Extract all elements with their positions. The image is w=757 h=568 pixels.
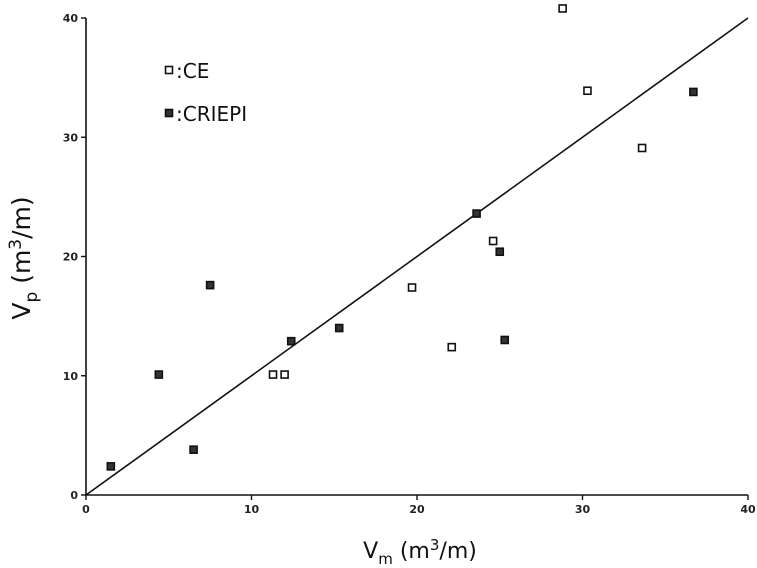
criepi-point xyxy=(189,445,198,454)
criepi-point xyxy=(205,280,215,290)
y-axis-label: Vp (m3/m) xyxy=(6,196,42,319)
y-tick-label: 40 xyxy=(63,12,79,25)
ce-point xyxy=(280,370,289,379)
ce-point xyxy=(637,143,647,153)
legend: :CE :CRIEPI xyxy=(164,59,247,126)
x-tick-label: 40 xyxy=(740,503,756,516)
legend-ce-label: :CE xyxy=(176,59,209,83)
criepi-point xyxy=(495,247,505,257)
ce-point xyxy=(488,236,498,246)
criepi-point xyxy=(286,336,296,346)
criepi-point xyxy=(472,209,481,218)
x-label-sup: 3 xyxy=(430,536,440,554)
y-label-rest: (m xyxy=(7,250,36,292)
ce-point xyxy=(268,370,278,379)
criepi-point xyxy=(106,462,116,471)
ce-point xyxy=(447,342,457,352)
x-tick-label: 30 xyxy=(575,503,591,516)
criepi-point xyxy=(500,335,510,345)
x-label-sub: m xyxy=(378,550,393,568)
y-tick-label: 20 xyxy=(63,251,79,264)
legend-criepi-label: :CRIEPI xyxy=(176,102,247,126)
ce-point xyxy=(407,283,417,292)
ce-point xyxy=(558,4,567,13)
criepi-point xyxy=(154,370,164,379)
x-tick-label: 10 xyxy=(244,503,260,516)
y-tick-label: 0 xyxy=(70,489,78,502)
ticks: 0 10 20 30 40 0 10 20 30 40 xyxy=(63,12,756,516)
y-label-sup: 3 xyxy=(6,239,26,250)
x-label-tail: /m) xyxy=(439,539,476,564)
x-label-rest: (m xyxy=(393,539,430,564)
x-tick-label: 20 xyxy=(409,503,425,516)
y-label-sub: p xyxy=(22,292,42,303)
x-axis-label: Vm (m3/m) xyxy=(363,536,477,568)
x-tick-label: 0 xyxy=(82,503,90,516)
y-label-tail: /m) xyxy=(7,196,36,239)
reference-line-1to1 xyxy=(85,17,749,496)
legend-criepi-marker xyxy=(164,108,174,118)
legend-ce-marker xyxy=(164,65,174,75)
x-label-main: V xyxy=(363,539,378,564)
data-points xyxy=(106,4,698,471)
y-tick-label: 10 xyxy=(63,370,79,383)
y-label-main: V xyxy=(7,303,36,320)
y-tick-label: 30 xyxy=(63,131,79,144)
criepi-point xyxy=(689,87,698,97)
criepi-point xyxy=(334,323,344,333)
ce-point xyxy=(583,86,592,96)
